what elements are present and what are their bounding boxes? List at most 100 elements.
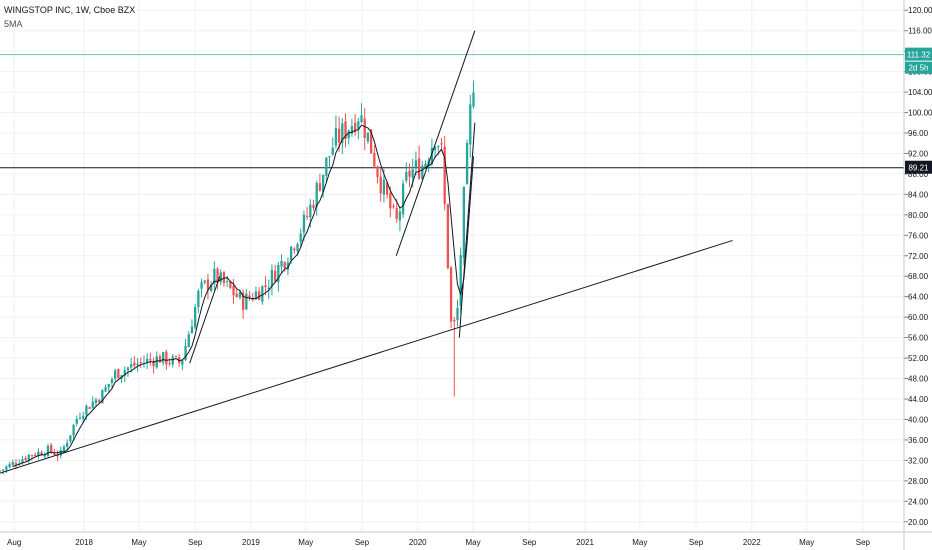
candle [433, 145, 437, 159]
candle-body [363, 118, 366, 139]
candle-body [53, 452, 56, 455]
candle [190, 319, 194, 334]
y-tick-label: 32.00 [908, 456, 929, 465]
candle [235, 289, 238, 298]
candle [376, 165, 379, 184]
candle [328, 155, 331, 168]
candle [417, 145, 421, 180]
trendlines[interactable] [0, 30, 733, 474]
candle-body [0, 470, 2, 472]
candle [341, 118, 344, 154]
candle-body [40, 452, 43, 456]
y-tick-label: 100.00 [908, 109, 932, 118]
candle [206, 273, 210, 300]
candle [222, 270, 226, 287]
candle [8, 461, 11, 469]
candle [421, 160, 424, 181]
last-price-tag [905, 47, 932, 61]
trendline [189, 276, 221, 364]
candle-body [293, 248, 296, 251]
candle [37, 448, 40, 460]
candle [379, 167, 382, 202]
candle [299, 228, 302, 248]
level-value: 89.21 [908, 164, 929, 173]
candle-body [133, 362, 136, 366]
candle [34, 452, 37, 458]
candle [373, 145, 376, 169]
y-tick-label: 116.00 [908, 27, 932, 36]
candle-body [203, 280, 206, 283]
candle [302, 210, 306, 241]
candle-body [193, 307, 197, 328]
candle-body [245, 293, 248, 310]
y-tick-label: 36.00 [908, 436, 929, 445]
candle [142, 355, 146, 368]
candle [82, 411, 85, 423]
candle-body [72, 424, 75, 436]
candle-body [30, 455, 34, 457]
candle-body [88, 407, 91, 409]
price-tags: 111.32 2d 5h 89.21 [905, 47, 932, 174]
candle-body [469, 104, 472, 145]
candle [405, 162, 408, 184]
candle [0, 469, 2, 472]
candle-body [136, 363, 139, 366]
candle [158, 353, 162, 363]
candle-body [315, 182, 318, 207]
candle [267, 279, 270, 300]
candle-body [302, 214, 306, 233]
x-tick-label: 2019 [242, 538, 260, 547]
candle-body [421, 165, 424, 179]
y-tick-label: 40.00 [908, 415, 929, 424]
candle-body [24, 458, 27, 460]
candle-body [162, 352, 165, 363]
candle-body [43, 455, 46, 457]
candle [305, 207, 309, 220]
candle-body [353, 122, 357, 133]
candle [114, 368, 117, 382]
countdown-tag [905, 61, 932, 74]
candle-body [248, 295, 251, 299]
candle-body [213, 268, 216, 284]
candle-body [437, 146, 440, 148]
y-tick-label: 60.00 [908, 313, 929, 322]
candle-body [328, 156, 331, 158]
candle-body [238, 291, 242, 298]
candle-body [219, 272, 222, 283]
candle [5, 465, 8, 474]
candle [283, 261, 286, 272]
candle-body [11, 462, 14, 465]
x-tick-label: 2022 [743, 538, 761, 547]
indicator-label: 5MA [4, 19, 23, 29]
candle [251, 292, 254, 302]
candle [117, 368, 120, 379]
candle [66, 439, 69, 451]
candle-body [229, 281, 232, 289]
candle-body [337, 128, 341, 143]
candle [392, 203, 395, 209]
candle [347, 129, 350, 145]
x-tick-label: 2021 [576, 538, 594, 547]
x-tick-label: Aug [7, 538, 21, 547]
candle-body [174, 356, 178, 358]
candle-body [283, 262, 286, 269]
candle [280, 254, 283, 274]
y-tick-label: 120.00 [908, 6, 932, 15]
candle [91, 396, 94, 409]
candle [459, 247, 462, 314]
candle [216, 267, 219, 290]
candle [270, 264, 274, 296]
candle [366, 132, 370, 144]
candle [257, 287, 261, 300]
y-tick-label: 24.00 [908, 497, 929, 506]
candle-body [66, 442, 69, 447]
candle-body [443, 146, 446, 205]
candle-body [139, 362, 142, 364]
candle-body [21, 459, 24, 464]
candle [443, 135, 446, 211]
candle-body [178, 357, 181, 363]
candle [229, 280, 232, 290]
candle-body [456, 307, 459, 321]
candle-body [149, 359, 152, 361]
